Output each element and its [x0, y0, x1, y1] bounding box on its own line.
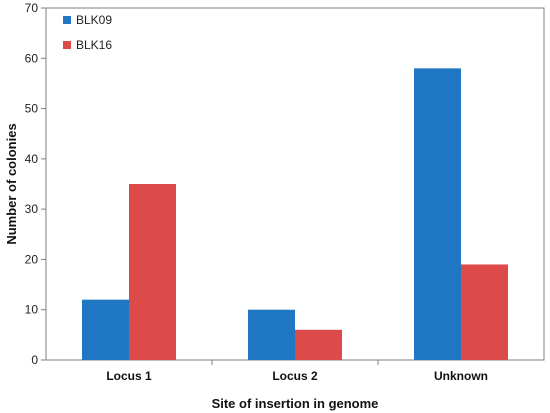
y-axis: 0 10 20 30 40 50 60 70 [25, 1, 46, 367]
legend-swatch-blk16 [63, 41, 71, 49]
x-axis: Locus 1 Locus 2 Unknown [106, 360, 488, 383]
legend-swatch-blk09 [63, 16, 71, 24]
x-tick-label: Locus 2 [272, 369, 318, 383]
bars [82, 68, 508, 360]
y-tick-label: 50 [25, 102, 39, 116]
y-tick-label: 60 [25, 51, 39, 65]
x-tick-label: Unknown [434, 369, 488, 383]
bar-blk09-unknown [414, 68, 461, 360]
bar-blk09-locus-1 [82, 299, 129, 360]
y-axis-title: Number of colonies [4, 123, 19, 244]
bar-blk16-locus-2 [295, 329, 342, 360]
y-tick-label: 10 [25, 303, 39, 317]
bar-blk09-locus-2 [248, 309, 295, 360]
x-axis-title: Site of insertion in genome [212, 396, 379, 411]
y-tick-label: 30 [25, 202, 39, 216]
x-tick-label: Locus 1 [106, 369, 152, 383]
bar-blk16-locus-1 [129, 184, 176, 360]
y-tick-label: 0 [31, 353, 38, 367]
y-tick-label: 40 [25, 152, 39, 166]
y-tick-label: 20 [25, 252, 39, 266]
bar-blk16-unknown [461, 264, 508, 360]
legend-label-blk16: BLK16 [76, 38, 112, 52]
legend-label-blk09: BLK09 [76, 13, 112, 27]
y-tick-label: 70 [25, 1, 39, 15]
legend: BLK09 BLK16 [63, 13, 112, 52]
